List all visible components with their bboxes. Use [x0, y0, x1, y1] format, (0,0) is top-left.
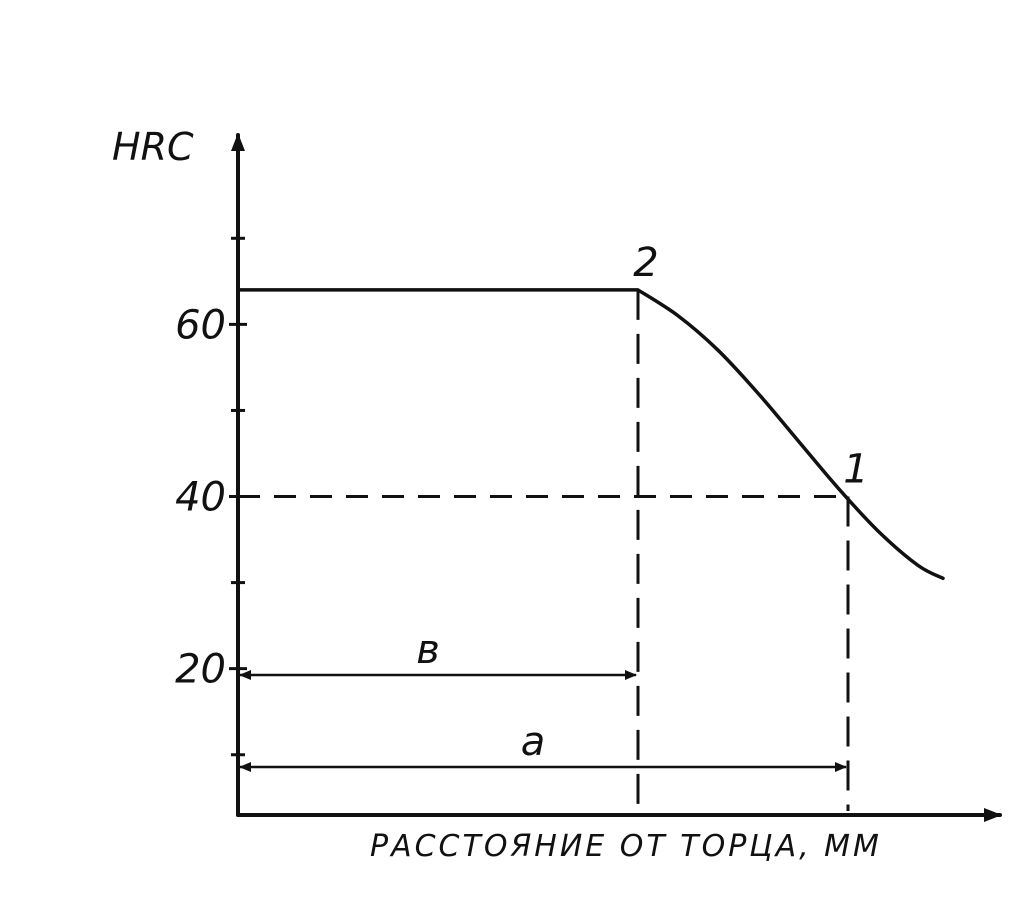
point-label: 1 — [843, 447, 868, 493]
y-axis-label: HRC — [112, 125, 194, 169]
y-tick-label: 40 — [175, 475, 226, 521]
y-ticks: 20 40 60 — [175, 236, 247, 757]
dimension-label: а — [521, 719, 546, 765]
y-tick-label: 20 — [175, 647, 226, 693]
x-axis-label: РАССТОЯНИЕ ОТ ТОРЦА, ММ — [370, 829, 882, 864]
dimension-arrows: ва — [239, 627, 847, 772]
point-labels: 21 — [633, 240, 868, 493]
point-label: 2 — [633, 240, 658, 286]
dimension-label: в — [416, 627, 440, 673]
y-tick-label: 60 — [175, 302, 226, 348]
reference-lines — [238, 289, 850, 811]
hardness-curve — [236, 288, 945, 581]
